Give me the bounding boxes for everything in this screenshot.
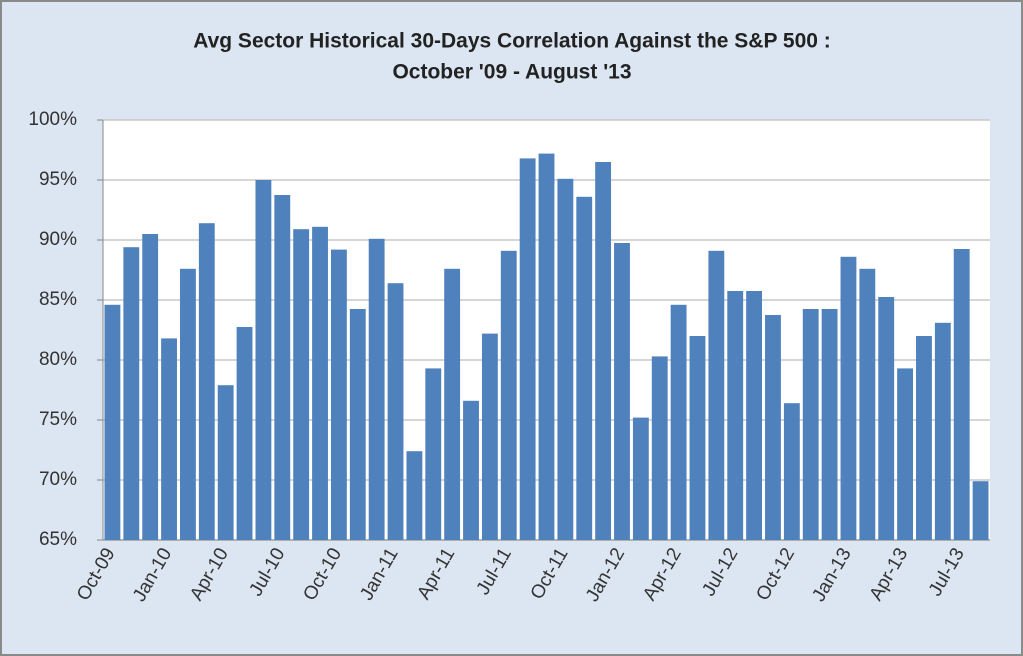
y-tick-label: 90%	[39, 229, 77, 250]
bar	[179, 268, 196, 540]
bar	[783, 403, 800, 540]
bar	[274, 195, 291, 540]
bar	[538, 153, 555, 540]
bar	[840, 256, 857, 540]
bar	[632, 417, 649, 540]
chart-subtitle: October '09 - August '13	[392, 61, 631, 84]
bar	[198, 223, 215, 540]
bar	[142, 234, 159, 540]
bar	[651, 356, 668, 540]
bar	[878, 297, 895, 540]
bar	[802, 309, 819, 540]
bar	[123, 247, 140, 540]
bar	[934, 322, 951, 540]
y-tick-label: 65%	[39, 529, 77, 550]
bar	[708, 250, 725, 541]
bar	[972, 481, 989, 540]
bar	[312, 226, 328, 541]
bar	[463, 400, 479, 540]
chart-title: Avg Sector Historical 30-Days Correlatio…	[193, 30, 831, 53]
bar	[614, 243, 630, 540]
bar	[349, 309, 366, 540]
bar	[104, 304, 121, 540]
bar	[746, 291, 763, 540]
y-tick-label: 85%	[39, 289, 77, 310]
bar	[765, 315, 781, 540]
bar	[161, 338, 177, 540]
bar	[595, 162, 612, 540]
bar	[916, 336, 932, 540]
bar	[557, 178, 574, 541]
y-tick-label: 95%	[39, 169, 77, 190]
y-tick-label: 70%	[39, 469, 77, 490]
bar	[444, 268, 461, 540]
bar	[481, 333, 498, 540]
bar	[236, 327, 253, 540]
y-tick-label: 75%	[39, 409, 77, 430]
bar	[425, 368, 442, 540]
bar	[406, 451, 423, 540]
bar	[953, 249, 970, 540]
bar	[670, 304, 687, 540]
bar	[368, 238, 385, 541]
bar	[859, 268, 876, 540]
bar	[519, 158, 536, 540]
bar	[500, 250, 517, 541]
bar	[576, 196, 593, 541]
bar	[330, 249, 347, 540]
bar	[897, 368, 914, 540]
bar	[387, 283, 404, 540]
bar	[293, 229, 310, 540]
bar	[689, 336, 706, 540]
bar	[821, 309, 838, 540]
bar	[727, 291, 744, 540]
bar	[217, 385, 234, 540]
y-tick-label: 80%	[39, 349, 77, 370]
y-tick-label: 100%	[28, 109, 77, 130]
bar	[255, 180, 272, 540]
